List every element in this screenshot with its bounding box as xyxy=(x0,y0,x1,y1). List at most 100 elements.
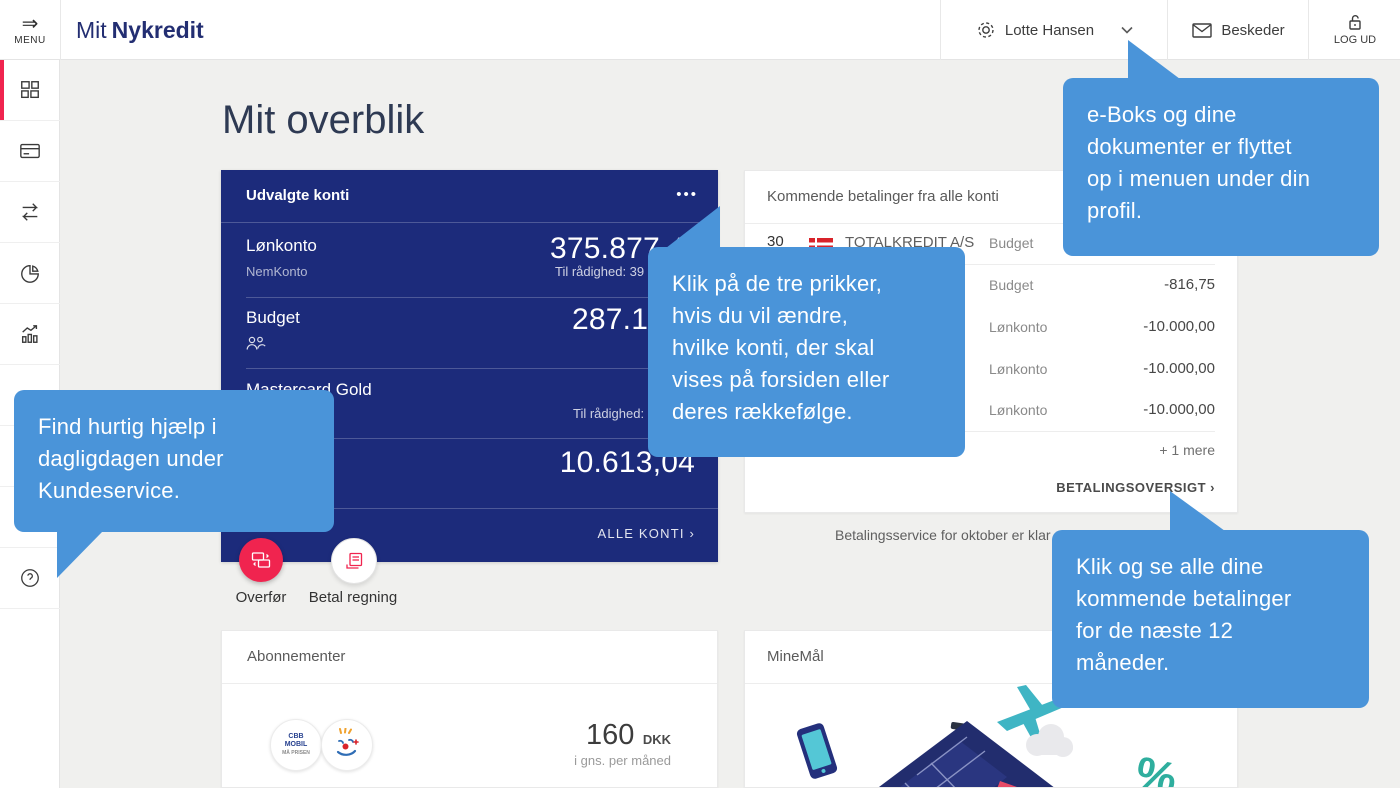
subscriptions-card: Abonnementer CBB MOBIL MÅ PRISEN 160 DKK… xyxy=(221,630,718,788)
divider xyxy=(767,264,1215,265)
tooltip-text-line: Find hurtig hjælp i xyxy=(38,414,217,439)
account-sublabel: NemKonto xyxy=(246,264,308,279)
payment-amount: -10.000,00 xyxy=(1143,401,1215,418)
profile-menu[interactable]: Lotte Hansen xyxy=(940,0,1168,60)
subscriptions-currency: DKK xyxy=(642,732,671,747)
tooltip-text-line: for de næste 12 xyxy=(1076,618,1234,643)
subscriptions-card-title: Abonnementer xyxy=(247,648,346,665)
payment-row[interactable]: Lønkonto -10.000,00 xyxy=(745,306,1237,348)
divider xyxy=(246,368,718,369)
account-row-lonkonto[interactable]: Lønkonto NemKonto 375.877,4 Til rådighed… xyxy=(221,222,718,297)
pay-bill-button-label: Betal regning xyxy=(308,589,398,606)
unlock-icon xyxy=(1347,14,1363,31)
logout-button[interactable]: LOG UD xyxy=(1308,0,1400,60)
cbb-logo-line: MOBIL xyxy=(284,741,308,748)
sidebar-item-transfers[interactable] xyxy=(0,182,60,243)
subscriptions-amount: 160 xyxy=(585,719,635,751)
dashboard-grid-icon xyxy=(19,79,41,101)
payment-amount: -816,75 xyxy=(1164,276,1215,293)
tooltip-text-line: Klik på de tre prikker, xyxy=(672,271,883,296)
payment-amount: -10.000,00 xyxy=(1143,360,1215,377)
cloud-illustration xyxy=(1026,724,1073,757)
menu-label: MENU xyxy=(14,34,46,46)
sidebar-item-help[interactable] xyxy=(0,548,60,609)
tooltip-text-line: Klik og se alle dine xyxy=(1076,554,1264,579)
account-label: Lønkonto xyxy=(246,236,317,255)
house-illustration xyxy=(879,721,1054,787)
goals-card-title: MineMål xyxy=(767,648,824,665)
divider xyxy=(745,683,1237,684)
tooltip-text-line: profil. xyxy=(1087,198,1143,223)
payment-amount: -10.000,00 xyxy=(1143,318,1215,335)
accounts-options-ellipsis-icon[interactable]: ••• xyxy=(676,186,698,203)
transfer-button[interactable] xyxy=(239,538,283,582)
phone-illustration xyxy=(796,723,838,779)
goals-illustration: % xyxy=(745,679,1237,787)
payment-row[interactable]: Lønkonto -10.000,00 xyxy=(745,390,1237,431)
tooltip-text-line: dagligdagen under xyxy=(38,446,224,471)
bill-icon xyxy=(344,551,364,571)
gear-icon xyxy=(976,20,996,40)
tooltip-text-line: hvilke konti, der skal xyxy=(672,335,875,360)
menu-button[interactable]: ⇒ MENU xyxy=(0,0,61,60)
payment-payee: TOTALKREDIT A/S xyxy=(845,234,975,251)
tooltip-text-line: måneder. xyxy=(1076,650,1170,675)
page-title: Mit overblik xyxy=(222,98,425,142)
betalingsservice-note: Betalingsservice for oktober er klar xyxy=(835,527,1051,543)
account-label: Budget xyxy=(246,308,300,327)
divider xyxy=(221,508,718,509)
subscriptions-caption: i gns. per måned xyxy=(574,753,671,768)
payment-row[interactable]: 30 TOTALKREDIT A/S Budget xyxy=(745,223,1237,264)
brand-logo-mit: Mit xyxy=(76,16,107,43)
cbb-mobil-logo: CBB MOBIL MÅ PRISEN xyxy=(270,719,322,771)
payment-account: Budget xyxy=(989,277,1034,293)
clown-logo xyxy=(321,719,373,771)
cbb-logo-line: CBB xyxy=(288,733,304,740)
tooltip-pointer xyxy=(57,531,103,578)
tooltip-text-line: dokumenter er flyttet xyxy=(1087,134,1292,159)
tooltip-text-line: kommende betalinger xyxy=(1076,586,1292,611)
accounts-card-title: Udvalgte konti xyxy=(246,187,350,204)
pay-bill-button[interactable] xyxy=(331,538,377,584)
payment-row[interactable]: Lønkonto -10.000,00 xyxy=(745,348,1237,390)
brand-logo-nykredit: Nykredit xyxy=(111,16,204,43)
subscriptions-total: 160 DKK xyxy=(586,719,671,752)
divider xyxy=(745,223,1237,224)
cbb-logo-line: MÅ PRISEN xyxy=(282,750,310,756)
tooltip-help: Find hurtig hjælp i dagligdagen under Ku… xyxy=(14,390,334,532)
payments-overview-link[interactable]: BETALINGSOVERSIGT › xyxy=(1056,480,1215,495)
shared-users-icon xyxy=(246,336,266,351)
sidebar-item-overview[interactable] xyxy=(0,60,60,121)
question-mark-icon xyxy=(19,567,41,589)
messages-button[interactable]: Beskeder xyxy=(1167,0,1309,60)
tooltip-text-line: vises på forsiden eller xyxy=(672,367,890,392)
payment-row[interactable]: Budget -816,75 xyxy=(745,264,1237,306)
more-payments-label[interactable]: + 1 mere xyxy=(1159,442,1215,458)
tooltip-text-line: hvis du vil ændre, xyxy=(672,303,849,328)
sidebar-item-accounts[interactable] xyxy=(0,121,60,182)
payment-account: Budget xyxy=(989,235,1034,251)
logout-label: LOG UD xyxy=(1333,34,1377,46)
tooltip-text-line: op i menuen under din xyxy=(1087,166,1311,191)
brand-logo[interactable]: Mit Nykredit xyxy=(76,0,204,60)
divider xyxy=(246,438,718,439)
sidebar-item-budget[interactable] xyxy=(0,243,60,304)
tooltip-payments: Klik og se alle dine kommende betalinger… xyxy=(1052,530,1369,708)
all-accounts-link[interactable]: ALLE KONTI › xyxy=(597,526,695,541)
menu-icon: ⇒ xyxy=(21,12,39,35)
account-available-note: Til rådighed: 39 xyxy=(555,264,645,279)
tooltip-profile: e-Boks og dine dokumenter er flyttet op … xyxy=(1063,78,1379,256)
account-available-note: Til rådighed: 3 xyxy=(573,406,655,421)
profile-name: Lotte Hansen xyxy=(1004,21,1095,39)
payment-account: Lønkonto xyxy=(989,319,1048,335)
envelope-icon xyxy=(1192,22,1213,38)
sidebar-item-8[interactable] xyxy=(0,487,60,548)
pie-chart-icon xyxy=(19,262,41,284)
tooltip-text-line: e-Boks og dine xyxy=(1087,102,1237,127)
account-row-budget[interactable]: Budget 287.14 xyxy=(221,297,718,368)
divider xyxy=(246,297,718,298)
credit-card-icon xyxy=(19,140,41,162)
topbar: ⇒ MENU Mit Nykredit Lotte Hansen xyxy=(0,0,1400,60)
sidebar-item-investments[interactable] xyxy=(0,304,60,365)
